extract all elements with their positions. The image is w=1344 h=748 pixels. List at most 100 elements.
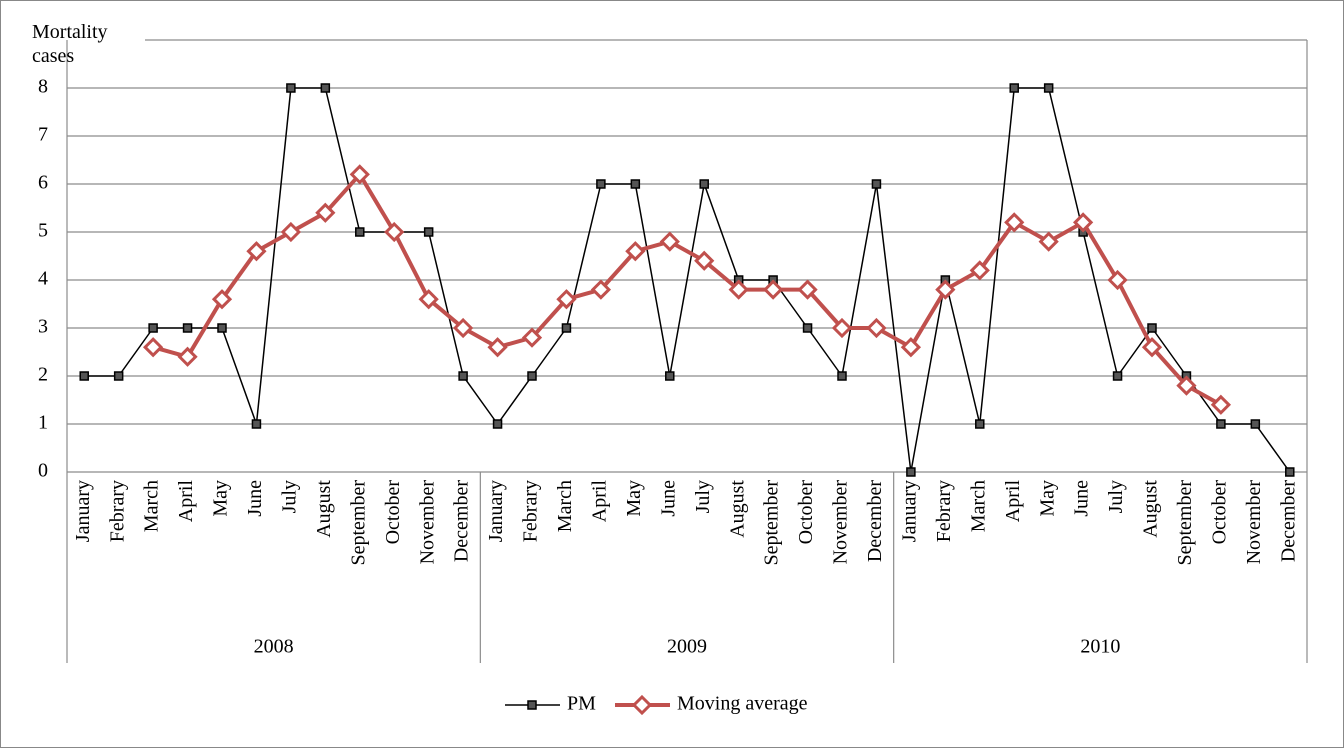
point-marker: [349, 164, 370, 185]
point-marker: [596, 179, 606, 189]
point-marker: [182, 323, 193, 333]
point-marker: [527, 371, 537, 381]
point-marker: [1141, 337, 1163, 358]
point-marker: [1107, 269, 1128, 291]
point-marker: [866, 317, 887, 339]
x-tick-label: September: [761, 480, 783, 566]
point-marker: [521, 327, 543, 348]
x-tick-label: May: [210, 480, 232, 517]
y-tick-label: 3: [38, 316, 48, 338]
point-marker: [1004, 212, 1025, 233]
point-marker: [699, 179, 709, 189]
point-marker: [728, 279, 749, 300]
point-marker: [1043, 83, 1054, 93]
point-marker: [1072, 212, 1094, 233]
point-marker: [837, 371, 847, 381]
group-label: 2009: [667, 636, 707, 658]
point-marker: [1216, 419, 1226, 429]
x-tick-label: Febrary: [520, 480, 542, 542]
point-marker: [802, 323, 813, 333]
point-marker: [320, 83, 331, 93]
x-tick-label: January: [72, 480, 94, 542]
x-tick-label: January: [898, 480, 920, 542]
point-marker: [1009, 83, 1019, 93]
point-marker: [251, 419, 262, 429]
point-marker: [590, 279, 612, 300]
point-marker: [797, 279, 818, 300]
point-marker: [665, 371, 675, 381]
x-tick-label: August: [726, 480, 748, 538]
point-marker: [1210, 394, 1232, 415]
x-tick-label: March: [967, 480, 989, 532]
point-marker: [423, 227, 434, 237]
point-marker: [113, 371, 124, 381]
point-marker: [177, 346, 198, 367]
point-marker: [418, 289, 439, 310]
point-marker: [217, 323, 227, 333]
x-tick-label: December: [864, 480, 886, 563]
point-marker: [935, 279, 956, 300]
x-tick-label: May: [1036, 480, 1058, 517]
group-label: 2010: [1080, 636, 1120, 658]
point-marker: [625, 241, 646, 262]
y-tick-label: 0: [38, 460, 48, 482]
x-tick-label: August: [313, 480, 335, 538]
y-tick-label: 6: [38, 172, 48, 194]
x-tick-label: October: [1208, 480, 1230, 545]
y-tick-label: 7: [38, 124, 48, 146]
x-tick-label: July: [1105, 480, 1127, 513]
point-marker: [1147, 323, 1157, 333]
group-label: 2008: [254, 636, 294, 658]
point-marker: [1038, 231, 1059, 252]
point-marker: [280, 221, 302, 243]
legend-label: PM: [567, 693, 596, 715]
x-tick-label: October: [382, 480, 404, 545]
x-tick-label: September: [347, 480, 369, 566]
y-tick-label: 4: [38, 268, 48, 290]
point-marker: [211, 289, 233, 310]
point-marker: [458, 371, 468, 381]
point-marker: [1112, 371, 1123, 381]
y-tick-label: 2: [38, 364, 48, 386]
point-marker: [384, 221, 405, 243]
x-tick-label: July: [278, 480, 300, 513]
x-tick-label: April: [175, 480, 197, 523]
point-marker: [246, 241, 267, 262]
point-marker: [355, 227, 365, 237]
point-marker: [694, 250, 715, 271]
y-tick-label: 5: [38, 220, 48, 242]
point-marker: [148, 323, 158, 333]
x-tick-label: November: [830, 480, 852, 565]
x-tick-label: July: [692, 480, 714, 513]
point-marker: [315, 202, 336, 223]
x-tick-label: August: [1140, 480, 1162, 538]
point-marker: [969, 260, 990, 281]
x-tick-label: April: [588, 480, 610, 523]
x-tick-label: September: [1174, 480, 1196, 566]
series-line: [84, 87, 1291, 473]
y-tick-label: 8: [38, 76, 48, 98]
x-tick-label: March: [141, 480, 163, 532]
point-marker: [975, 419, 985, 429]
x-tick-label: June: [1071, 480, 1093, 517]
point-marker: [1285, 467, 1295, 477]
point-marker: [831, 317, 853, 339]
point-marker: [527, 700, 537, 710]
point-marker: [487, 337, 508, 358]
x-tick-label: December: [1277, 480, 1299, 563]
x-tick-label: April: [1002, 480, 1024, 523]
point-marker: [762, 279, 784, 300]
point-marker: [630, 179, 641, 189]
x-tick-label: January: [485, 480, 507, 542]
point-marker: [871, 179, 882, 189]
x-tick-label: Febrary: [933, 480, 955, 542]
point-marker: [561, 323, 572, 333]
y-tick-label: 1: [38, 412, 48, 434]
x-tick-label: November: [1243, 480, 1265, 565]
x-tick-label: May: [623, 480, 645, 517]
point-marker: [492, 419, 503, 429]
x-tick-label: March: [554, 480, 576, 532]
legend-label: Moving average: [677, 693, 808, 715]
x-tick-label: October: [795, 480, 817, 545]
